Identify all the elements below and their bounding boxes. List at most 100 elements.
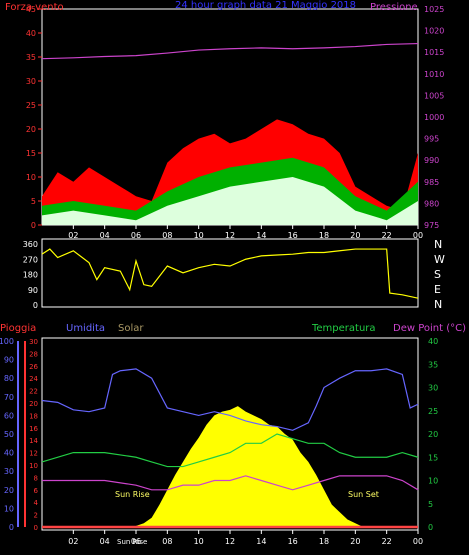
- wind-axis-tick-6: 30: [26, 77, 36, 86]
- p3-xlabel-0: 02: [68, 537, 78, 546]
- p3-xlabel-8: 18: [319, 537, 329, 546]
- temp-axis-tick-8: 40: [428, 337, 438, 346]
- rain-axis-tick-0: 0: [34, 524, 38, 532]
- humidity-axis-tick-0: 0: [9, 523, 14, 532]
- p1-xlabel-1: 04: [100, 231, 110, 240]
- rain-axis-tick-6: 12: [29, 450, 38, 458]
- humidity-axis-tick-8: 80: [4, 374, 14, 383]
- wind-label: Forza vento: [5, 2, 64, 13]
- temp-axis-tick-3: 15: [428, 453, 438, 462]
- direction-axis-tick-3: 270: [23, 255, 38, 264]
- humidity-axis-tick-9: 90: [4, 356, 14, 365]
- p3-xlabel-7: 16: [288, 537, 298, 546]
- wind-axis-tick-4: 20: [26, 125, 36, 134]
- temp-axis-tick-5: 25: [428, 407, 438, 416]
- humidity-axis-tick-1: 10: [4, 504, 14, 513]
- p1-xlabel-0: 02: [68, 231, 78, 240]
- wind-axis-tick-8: 40: [26, 29, 36, 38]
- p3-xlabel-1: 04: [100, 537, 110, 546]
- wind-axis-tick-5: 25: [26, 101, 36, 110]
- pressure-axis-tick-9: 1020: [424, 27, 444, 36]
- rain-axis-tick-11: 22: [29, 388, 38, 396]
- rain-axis-tick-13: 26: [29, 363, 38, 371]
- rain-axis-tick-8: 16: [29, 425, 38, 433]
- rain-axis-tick-9: 18: [29, 412, 38, 420]
- temp-axis-tick-1: 5: [428, 500, 433, 509]
- compass-label-2: S: [434, 268, 441, 281]
- wind-axis-tick-2: 10: [26, 173, 36, 182]
- temp-axis-tick-6: 30: [428, 384, 438, 393]
- rain-axis-tick-7: 14: [29, 437, 38, 445]
- rain-axis-tick-5: 10: [29, 462, 38, 470]
- rain-axis-tick-10: 20: [29, 400, 38, 408]
- temp-axis-tick-4: 20: [428, 430, 438, 439]
- p1-xlabel-9: 20: [350, 231, 360, 240]
- p1-xlabel-11: 00: [413, 231, 423, 240]
- rain-axis-tick-1: 2: [34, 512, 38, 520]
- rain-axis-tick-15: 30: [29, 338, 38, 346]
- p3-xlabel-3: 08: [162, 537, 172, 546]
- sunrise-label: Sun Rise: [115, 490, 150, 499]
- pressure-axis-tick-6: 1005: [424, 91, 444, 100]
- wind-axis-tick-1: 5: [31, 197, 36, 206]
- humidity-series: [41, 368, 419, 431]
- humidity-axis-tick-5: 50: [4, 430, 14, 439]
- direction-axis-tick-0: 0: [33, 301, 38, 310]
- direction-series: [41, 248, 419, 299]
- humidity-axis-tick-7: 70: [4, 393, 14, 402]
- pressure-label: Pressione: [370, 2, 418, 13]
- temp-axis-tick-0: 0: [428, 523, 433, 532]
- pressure-axis-tick-0: 975: [424, 221, 439, 230]
- p1-xlabel-2: 06: [131, 231, 141, 240]
- direction-panel-frame: [41, 238, 419, 308]
- rain-label: Pioggia: [0, 323, 36, 334]
- pressure-axis-tick-4: 995: [424, 135, 439, 144]
- p3-xlabel-4: 10: [194, 537, 204, 546]
- pressure-axis-tick-10: 1025: [424, 5, 444, 14]
- pressure-axis-tick-7: 1010: [424, 70, 444, 79]
- compass-label-0: N: [434, 238, 442, 251]
- p1-xlabel-4: 10: [194, 231, 204, 240]
- pressure-axis-tick-3: 990: [424, 156, 439, 165]
- direction-axis-tick-4: 360: [23, 240, 38, 249]
- pressure-axis-tick-1: 980: [424, 199, 439, 208]
- rain-axis-tick-4: 8: [34, 474, 38, 482]
- compass-label-3: E: [434, 283, 441, 296]
- humidity-axis-tick-4: 40: [4, 449, 14, 458]
- humidity-axis-tick-2: 20: [4, 486, 14, 495]
- humidity-axis-tick-10: 100: [0, 337, 14, 346]
- sunrise-tick-label: Sun Rise: [117, 538, 147, 546]
- rain-axis-tick-14: 28: [29, 350, 38, 358]
- rain-axis-tick-2: 4: [34, 499, 39, 507]
- pressure-axis-tick-5: 1000: [424, 113, 444, 122]
- compass-label-4: N: [434, 298, 442, 311]
- pressure-axis-tick-8: 1015: [424, 48, 444, 57]
- rain-axis-tick-12: 24: [29, 375, 38, 383]
- temp-axis-tick-2: 10: [428, 477, 438, 486]
- p1-xlabel-3: 08: [162, 231, 172, 240]
- temp-axis-tick-7: 35: [428, 360, 438, 369]
- direction-axis-tick-2: 180: [23, 271, 38, 280]
- p1-xlabel-8: 18: [319, 231, 329, 240]
- wind-axis-tick-7: 35: [26, 53, 36, 62]
- wind-axis-tick-9: 45: [26, 5, 36, 14]
- p3-xlabel-11: 00: [413, 537, 423, 546]
- p1-xlabel-6: 14: [256, 231, 266, 240]
- compass-label-1: W: [434, 253, 445, 266]
- p3-xlabel-9: 20: [350, 537, 360, 546]
- pressure-axis-tick-2: 985: [424, 178, 439, 187]
- solar-label: Solar: [118, 323, 144, 334]
- humidity-axis-tick-3: 30: [4, 467, 14, 476]
- p3-xlabel-6: 14: [256, 537, 266, 546]
- wind-axis-tick-0: 0: [31, 221, 36, 230]
- pressure-series: [41, 42, 419, 60]
- chart-title: 24 hour graph data 21 Maggio 2018: [175, 0, 356, 11]
- p1-xlabel-5: 12: [225, 231, 235, 240]
- p1-xlabel-7: 16: [288, 231, 298, 240]
- p3-xlabel-2: 06: [131, 537, 141, 546]
- wind-axis-tick-3: 15: [26, 149, 36, 158]
- p1-xlabel-10: 22: [382, 231, 392, 240]
- dewpoint-series: [42, 475, 419, 491]
- p3-xlabel-10: 22: [382, 537, 392, 546]
